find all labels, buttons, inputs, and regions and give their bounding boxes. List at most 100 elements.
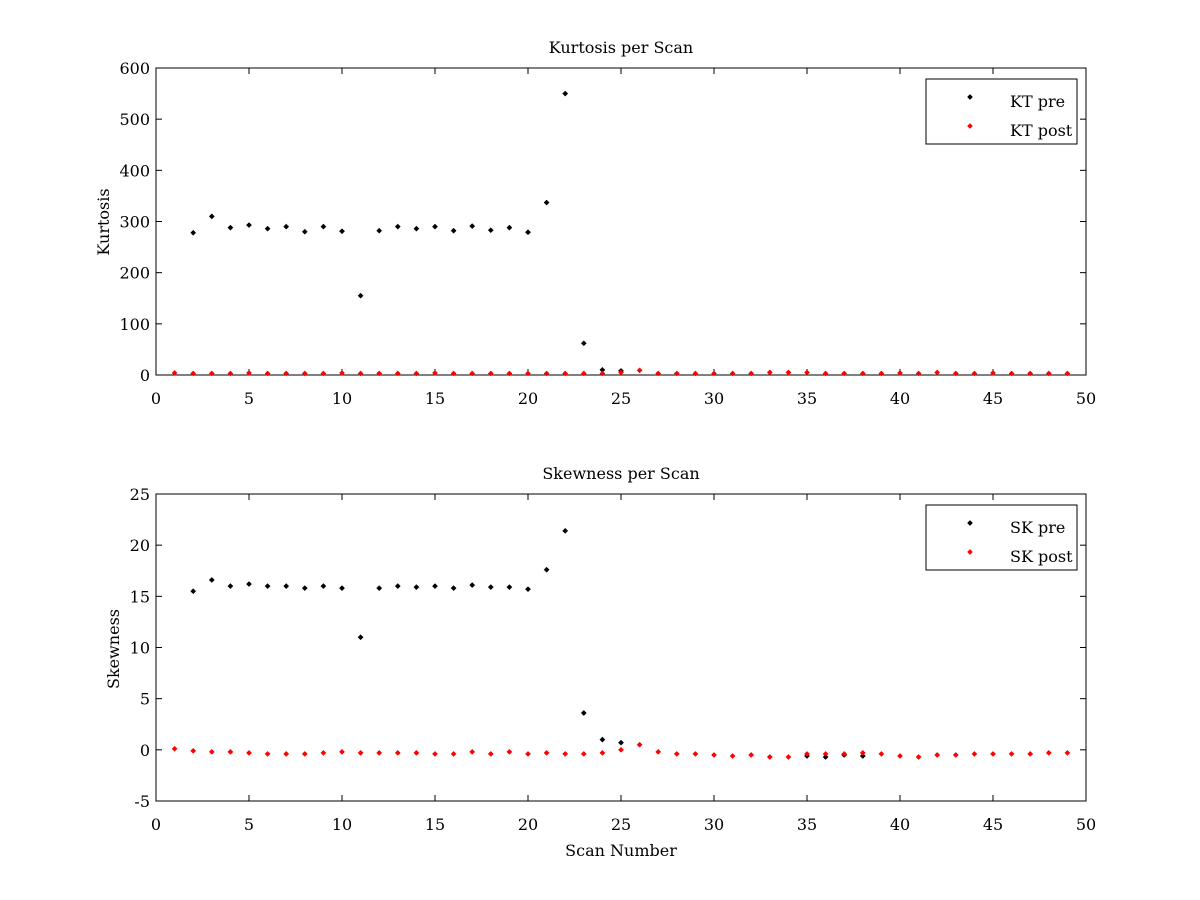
x-tick-label: 20 <box>518 815 538 834</box>
data-point <box>394 370 401 377</box>
data-point <box>1027 370 1034 377</box>
data-point <box>190 588 197 595</box>
legend-marker <box>967 549 973 555</box>
y-tick-label: 100 <box>119 315 150 334</box>
y-tick-label: 15 <box>130 587 150 606</box>
data-point <box>376 370 383 377</box>
data-point <box>562 527 569 534</box>
x-tick-label: 20 <box>518 389 538 408</box>
data-point <box>673 750 680 757</box>
data-point <box>1045 749 1052 756</box>
data-point <box>599 736 606 743</box>
y-tick-label: 25 <box>130 485 150 504</box>
data-point <box>1045 370 1052 377</box>
x-tick-label: 50 <box>1076 389 1096 408</box>
data-point <box>246 369 252 376</box>
data-point <box>878 750 885 757</box>
x-tick-label: 50 <box>1076 815 1096 834</box>
data-point <box>264 370 271 377</box>
legend-label-sk-pre: SK pre <box>1010 518 1065 537</box>
data-point <box>525 229 531 236</box>
y-tick-label: 300 <box>119 213 150 232</box>
data-point <box>562 90 569 97</box>
data-point <box>543 199 550 206</box>
data-point <box>822 754 829 760</box>
x-tick-label: 45 <box>983 389 1003 408</box>
data-point <box>413 749 420 756</box>
chart-title: Kurtosis per Scan <box>549 38 693 57</box>
data-point <box>636 367 643 374</box>
data-point <box>766 369 773 376</box>
legend-label-sk-post: SK post <box>1010 547 1073 566</box>
data-point <box>525 370 531 377</box>
data-point <box>301 750 308 757</box>
data-point <box>301 370 308 377</box>
data-point <box>859 370 866 377</box>
data-point <box>450 585 457 592</box>
data-point <box>283 583 290 590</box>
legend: KT pre KT post <box>925 78 1078 145</box>
data-point <box>190 370 197 377</box>
legend-box <box>925 504 1078 571</box>
data-point <box>785 754 792 760</box>
data-point <box>636 741 643 748</box>
x-tick-label: 10 <box>332 815 352 834</box>
data-point <box>692 750 699 757</box>
data-point <box>357 292 364 299</box>
data-point <box>711 751 717 758</box>
x-tick-label: 5 <box>244 815 254 834</box>
y-tick-label: 0 <box>140 366 150 385</box>
data-point <box>339 228 345 235</box>
data-point <box>208 370 215 377</box>
data-point <box>339 748 345 755</box>
x-tick-label: 25 <box>611 815 631 834</box>
x-tick-label: 15 <box>425 815 445 834</box>
x-tick-label: 25 <box>611 389 631 408</box>
data-point <box>450 227 457 234</box>
x-tick-label: 35 <box>797 389 817 408</box>
data-point <box>208 577 215 583</box>
legend: SK pre SK post <box>925 504 1078 571</box>
data-point <box>748 370 755 377</box>
y-tick-label: 5 <box>140 690 150 709</box>
data-point <box>301 228 308 235</box>
data-point <box>227 370 234 377</box>
y-tick-label: -5 <box>134 792 150 811</box>
legend-label-kt-post: KT post <box>1010 121 1073 140</box>
data-point <box>897 753 903 759</box>
x-tick-label: 30 <box>704 815 724 834</box>
data-point <box>469 748 476 755</box>
data-point <box>841 750 848 757</box>
data-point <box>227 583 234 590</box>
data-point <box>822 370 829 377</box>
data-point <box>692 370 699 377</box>
series-1 <box>171 741 1071 760</box>
data-point <box>878 370 885 377</box>
data-point <box>320 223 327 230</box>
data-point <box>915 754 922 760</box>
chart-title: Skewness per Scan <box>542 464 699 483</box>
data-point <box>283 750 290 757</box>
legend-marker <box>967 123 973 129</box>
data-point <box>357 634 364 641</box>
data-point <box>1064 749 1071 756</box>
data-point <box>227 748 234 755</box>
data-point <box>673 370 680 377</box>
data-point <box>339 585 345 592</box>
data-point <box>915 370 922 377</box>
data-point <box>413 225 420 232</box>
data-point <box>618 739 624 746</box>
data-point <box>804 750 810 757</box>
data-point <box>283 370 290 377</box>
kurtosis-panel: Kurtosis per Scan Kurtosis KT pre KT pos… <box>94 38 1096 408</box>
data-point <box>618 369 624 376</box>
data-point <box>543 749 550 756</box>
data-point <box>469 582 476 589</box>
data-point <box>748 751 755 758</box>
data-point <box>841 370 848 377</box>
data-point <box>766 754 773 760</box>
data-point <box>934 369 941 376</box>
data-point <box>432 369 438 376</box>
data-point <box>562 750 569 757</box>
